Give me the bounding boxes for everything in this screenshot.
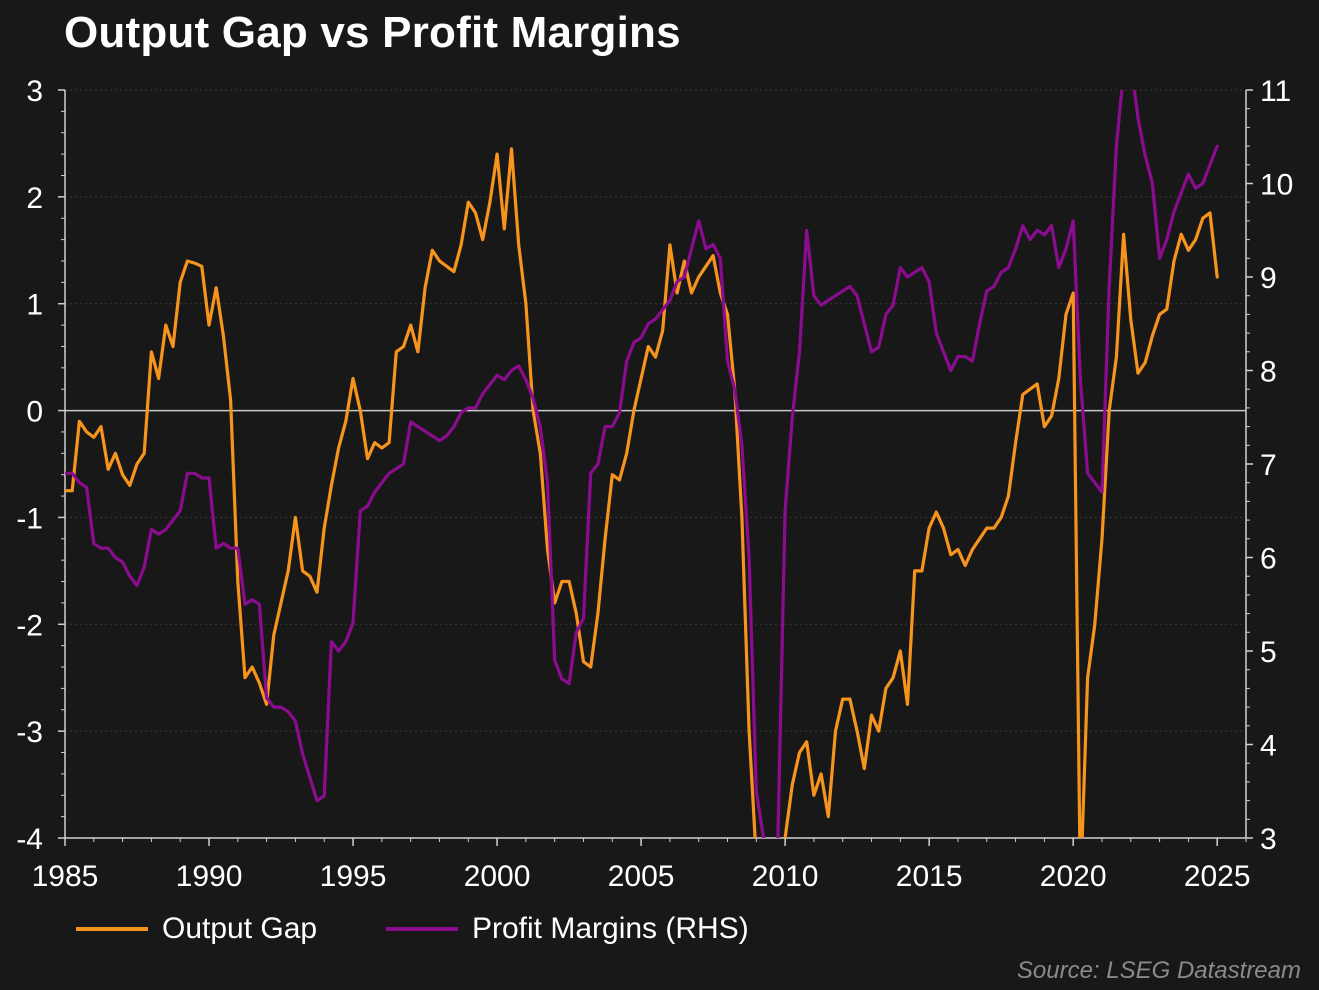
y-left-tick-label: -4: [16, 823, 43, 856]
chart-title: Output Gap vs Profit Margins: [64, 8, 681, 57]
y-right-tick-label: 9: [1260, 262, 1277, 295]
y-left-tick-label: 0: [26, 396, 43, 429]
series-line-output-gap: [65, 147, 1219, 838]
series-lines: [65, 90, 1219, 838]
y-right-tick-label: 5: [1260, 636, 1277, 669]
legend-label-output-gap: Output Gap: [162, 912, 318, 945]
y-left-tick-label: -2: [16, 609, 43, 642]
y-left-tick-label: 1: [26, 289, 43, 322]
y-right-tick-label: 10: [1260, 169, 1293, 202]
y-right-tick-label: 11: [1260, 75, 1291, 108]
x-tick-label: 2005: [608, 860, 675, 893]
legend-label-profit-margins: Profit Margins (RHS): [472, 912, 749, 945]
x-tick-label: 2015: [896, 860, 963, 893]
y-right-tick-label: 8: [1260, 356, 1277, 389]
x-tick-label: 1995: [320, 860, 387, 893]
y-left-tick-label: 2: [26, 182, 43, 215]
x-tick-label: 2000: [464, 860, 531, 893]
y-right-tick-label: 7: [1260, 449, 1277, 482]
y-left-tick-label: -1: [16, 502, 43, 535]
x-tick-label: 2010: [752, 860, 819, 893]
legend-item-profit-margins: Profit Margins (RHS): [386, 912, 749, 946]
legend-item-output-gap: Output Gap: [76, 912, 317, 946]
y-left-tick-label: 3: [26, 75, 43, 108]
legend-swatch-profit-margins: [386, 927, 458, 931]
y-right-tick-label: 3: [1260, 823, 1277, 856]
x-tick-label: 1990: [176, 860, 243, 893]
source-note: Source: LSEG Datastream: [1016, 957, 1301, 984]
legend-swatch-output-gap: [76, 927, 148, 931]
x-tick-label: 2025: [1184, 860, 1251, 893]
y-left-tick-label: -3: [16, 716, 43, 749]
series-line-profit-margins: [65, 90, 1219, 838]
axes: [58, 89, 1253, 846]
x-tick-label: 2020: [1040, 860, 1107, 893]
gridlines: [65, 89, 1246, 839]
x-tick-label: 1985: [32, 860, 99, 893]
y-right-tick-label: 6: [1260, 543, 1277, 576]
y-right-tick-label: 4: [1260, 730, 1277, 763]
